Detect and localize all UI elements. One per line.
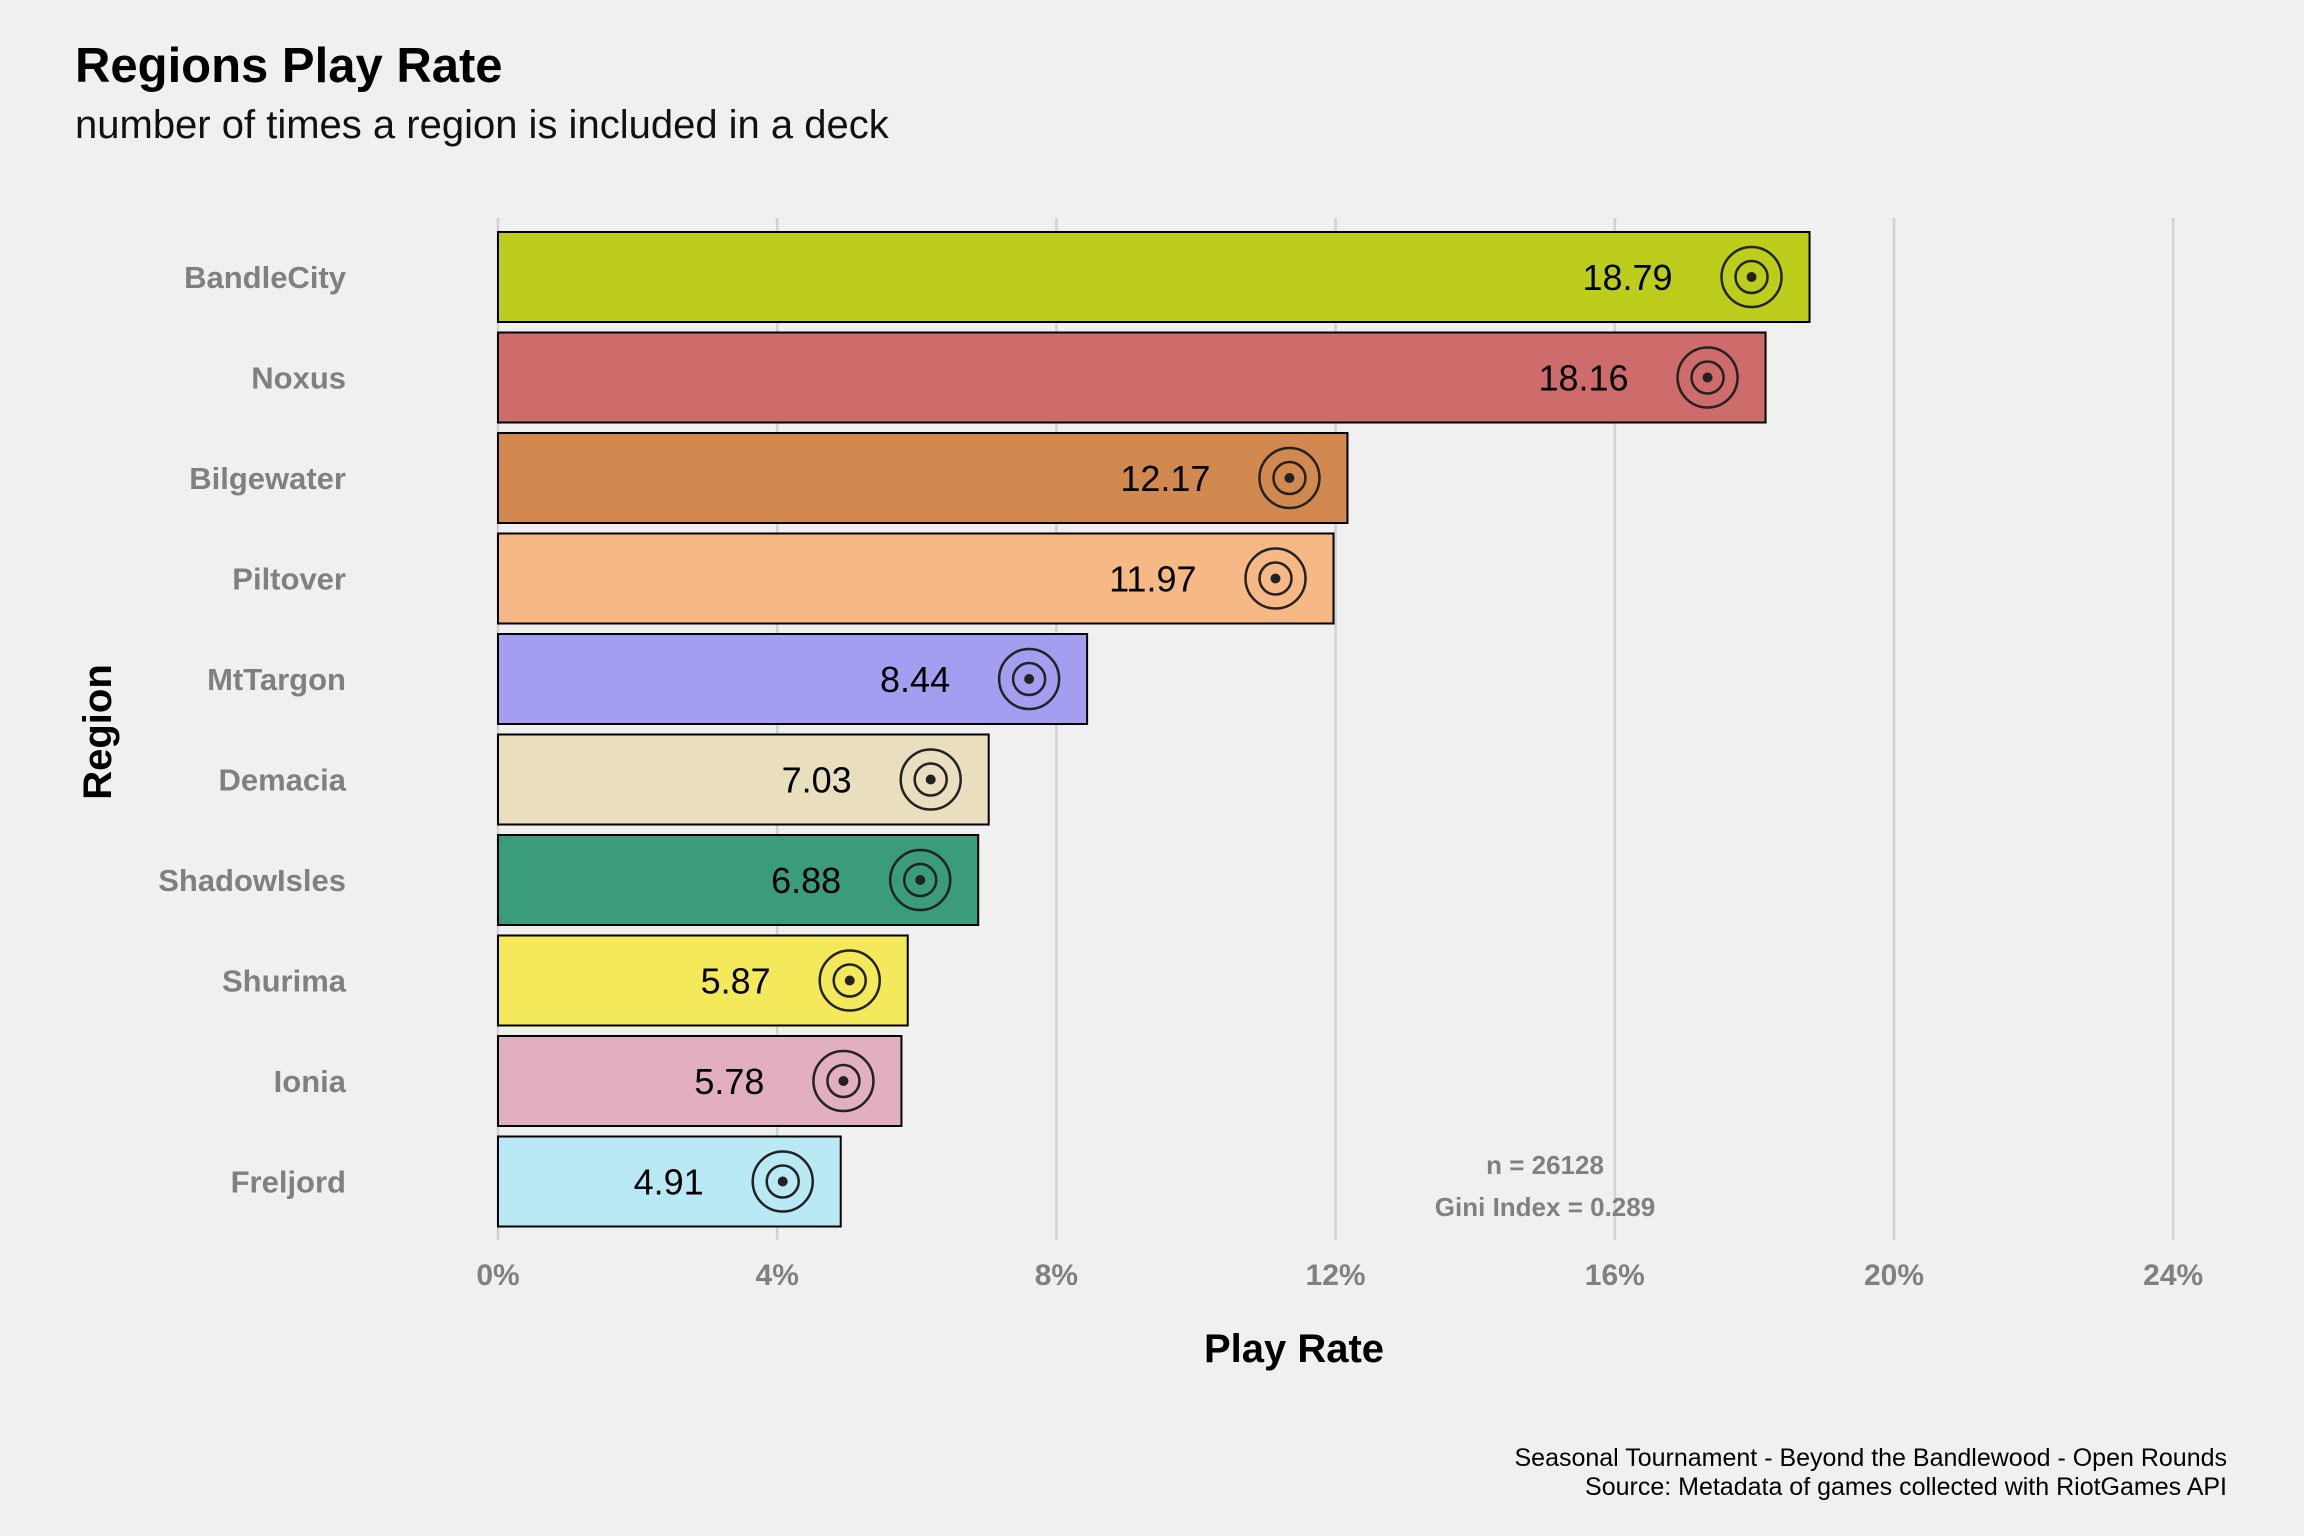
y-axis-title: Region (76, 664, 120, 800)
bar-value-label: 18.16 (1538, 358, 1628, 399)
y-tick-label: Noxus (251, 361, 346, 396)
bar-value-label: 6.88 (771, 860, 841, 901)
x-tick-label: 24% (2143, 1259, 2203, 1292)
y-axis-labels: BandleCity Noxus Bilgewater Piltover MtTargo… (158, 260, 347, 1200)
bar-value-label: 11.97 (1109, 559, 1196, 600)
bar-value-label: 8.44 (880, 659, 950, 700)
caption-line-2: Source: Metadata of games collected with… (1585, 1473, 2227, 1501)
x-tick-label: 20% (1864, 1259, 1924, 1292)
x-axis-ticks: 0% 4% 8% 12% 16% 20% 24% (476, 1259, 2203, 1292)
bar-mttargon (497, 633, 1089, 725)
y-tick-label: Shurima (222, 964, 347, 999)
bar-value-label: 5.78 (694, 1061, 764, 1102)
demacia-icon (899, 748, 962, 811)
chart-subtitle: number of times a region is included in … (75, 103, 890, 147)
freljord-icon (751, 1150, 814, 1213)
bilgewater-icon (1258, 446, 1321, 510)
caption-line-1: Seasonal Tournament - Beyond the Bandlew… (1514, 1444, 2227, 1472)
bar-value-label: 4.91 (634, 1162, 704, 1203)
bar-bilgewater (497, 432, 1349, 524)
piltover-icon (1244, 547, 1307, 610)
y-tick-label: MtTargon (207, 662, 346, 697)
bar-demacia (497, 733, 990, 826)
y-tick-label: Piltover (232, 562, 346, 597)
bar-bandlecity (497, 231, 1811, 323)
y-tick-label: Freljord (231, 1165, 346, 1200)
x-tick-label: 0% (476, 1259, 519, 1292)
ionia-icon (812, 1049, 875, 1113)
y-tick-label: Bilgewater (189, 461, 346, 496)
y-tick-label: BandleCity (184, 260, 347, 295)
x-tick-label: 8% (1035, 1259, 1078, 1292)
x-tick-label: 16% (1585, 1259, 1645, 1292)
x-axis-title: Play Rate (1204, 1327, 1384, 1371)
bar-value-label: 12.17 (1120, 458, 1210, 499)
gini-index-note: Gini Index = 0.289 (1435, 1192, 1655, 1222)
shadowisles-icon (888, 848, 952, 912)
chart-title: Regions Play Rate (75, 39, 503, 93)
bar-value-label: 7.03 (782, 760, 852, 801)
bars: 18.79 18.16 12.17 11.97 8.44 7.03 6.88 5.87 5.78… (497, 231, 1811, 1228)
y-tick-label: Demacia (218, 763, 346, 798)
x-tick-label: 4% (756, 1259, 799, 1292)
x-tick-label: 12% (1306, 1259, 1366, 1292)
y-tick-label: Ionia (274, 1064, 347, 1099)
y-tick-label: ShadowIsles (158, 863, 346, 898)
bandlecity-icon (1720, 245, 1783, 309)
shurima-icon (818, 949, 881, 1012)
bar-noxus (497, 331, 1767, 424)
noxus-icon (1676, 346, 1739, 409)
mttargon-icon (997, 647, 1061, 711)
bar-value-label: 5.87 (701, 961, 771, 1002)
bar-value-label: 18.79 (1582, 257, 1672, 298)
bar-piltover (497, 532, 1335, 625)
sample-size-note: n = 26128 (1486, 1150, 1604, 1180)
